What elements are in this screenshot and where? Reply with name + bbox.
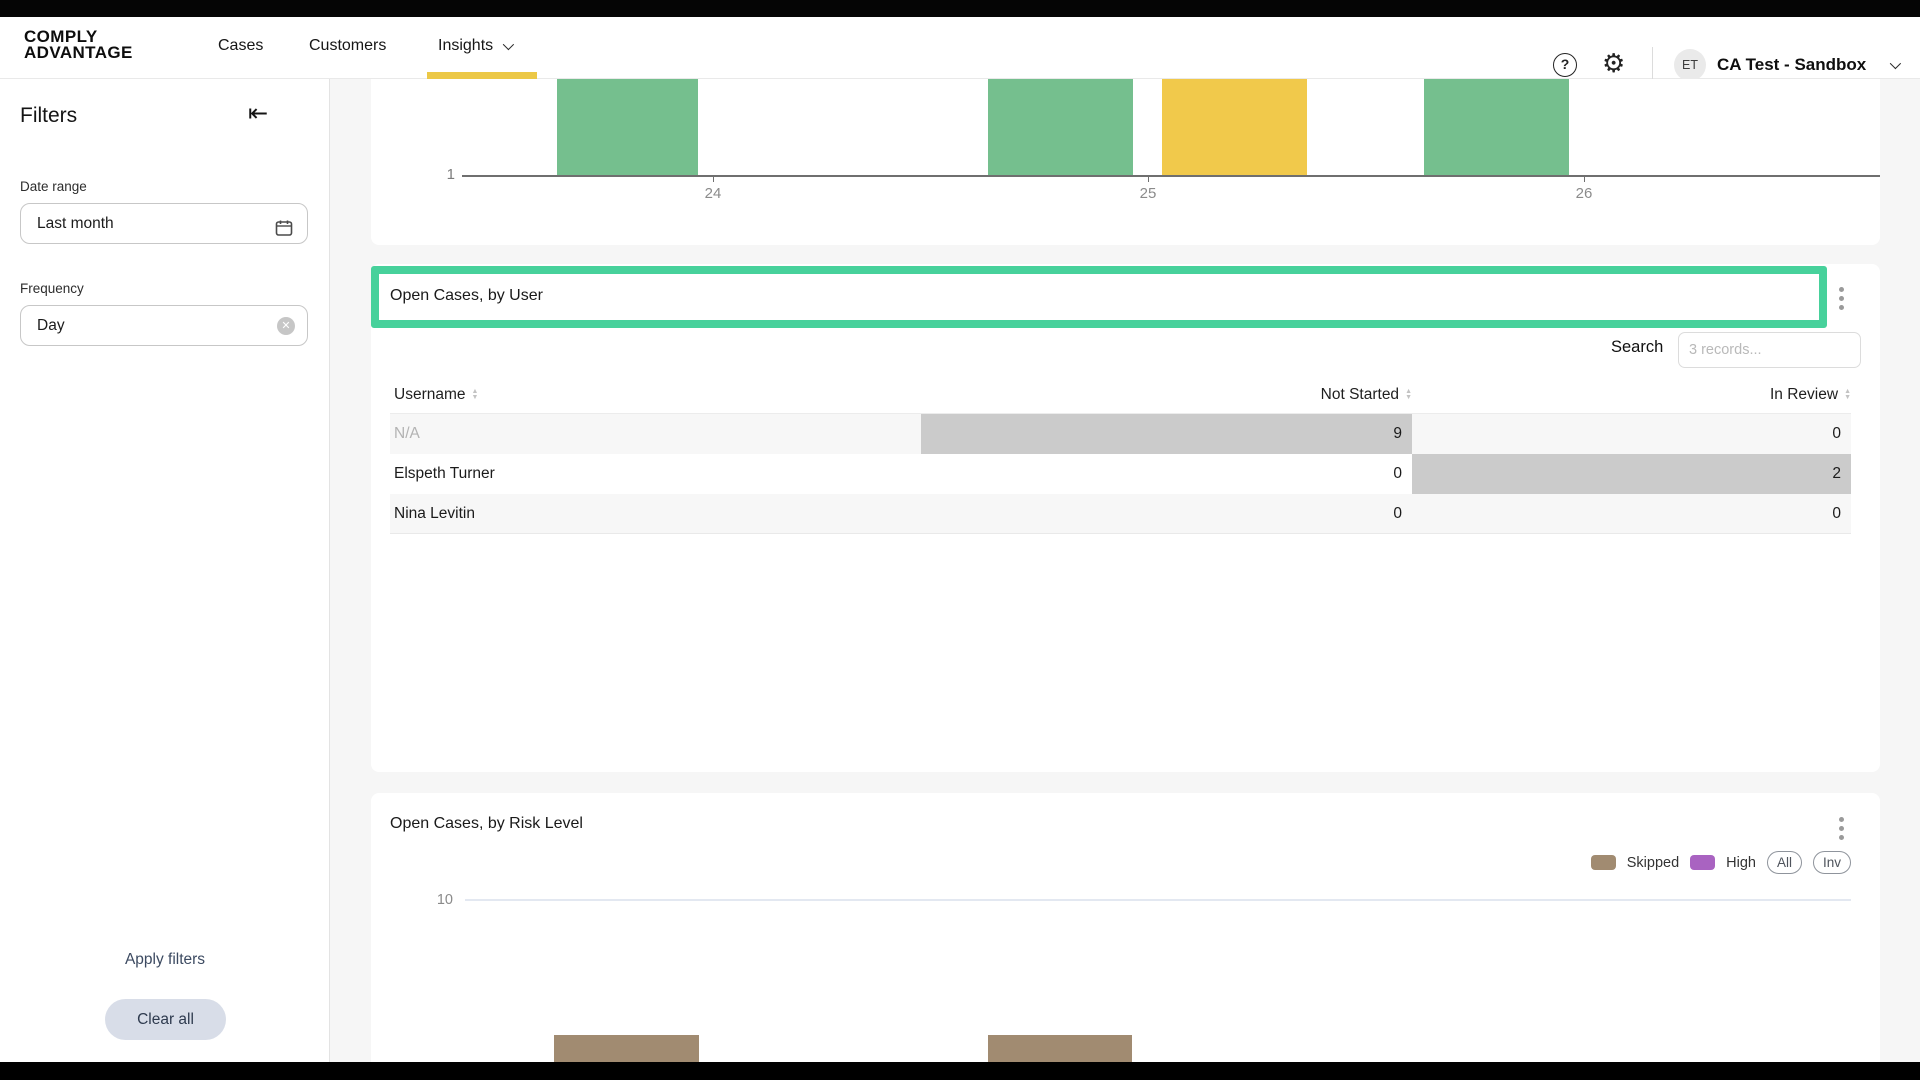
- cell-username: Elspeth Turner: [394, 465, 495, 482]
- cell-username: N/A: [394, 425, 420, 442]
- legend-swatch-high[interactable]: [1690, 855, 1716, 870]
- logo-line-2: ADVANTAGE: [24, 43, 133, 62]
- date-range-select[interactable]: Last month: [20, 203, 308, 244]
- active-tab-underline: [427, 72, 537, 79]
- bottom-black-strip: [0, 1062, 1920, 1080]
- cell-in-review: 2: [1412, 454, 1851, 494]
- legend-inv-button[interactable]: Inv: [1812, 851, 1851, 874]
- comply-advantage-logo[interactable]: COMPLY ADVANTAGE: [24, 27, 133, 62]
- card-title: Open Cases, by User: [390, 287, 543, 304]
- sort-icon[interactable]: ▲ ▼: [471, 387, 479, 401]
- kebab-menu-icon[interactable]: [1831, 817, 1851, 840]
- column-header-username[interactable]: Username ▲ ▼: [390, 386, 921, 404]
- column-header-label: In Review: [1770, 385, 1839, 403]
- column-header-label: Username: [394, 385, 466, 403]
- column-header-not-started[interactable]: Not Started ▲ ▼: [921, 386, 1412, 404]
- nav-item-insights[interactable]: Insights: [438, 37, 515, 55]
- nav-item-insights-label: Insights: [438, 37, 494, 54]
- frequency-value: Day: [37, 317, 65, 334]
- x-axis-tick: [1584, 176, 1585, 182]
- account-menu[interactable]: CA Test - Sandbox: [1717, 55, 1867, 74]
- clear-all-button[interactable]: Clear all: [105, 999, 226, 1040]
- legend-swatch-skipped[interactable]: [1590, 855, 1616, 870]
- date-range-value: Last month: [37, 215, 114, 232]
- collapse-sidebar-icon[interactable]: ⇤: [248, 100, 269, 127]
- chart-bar-green-26: [1424, 79, 1569, 175]
- cell-in-review: 0: [1832, 504, 1841, 522]
- chart-bar-yellow-25: [1162, 79, 1307, 175]
- cell-not-started: 0: [1393, 504, 1402, 522]
- logo-line-1: COMPLY: [24, 27, 98, 46]
- x-axis-tick: [1148, 176, 1149, 182]
- daily-cases-chart-card: 1 24 25 26: [371, 79, 1880, 245]
- nav-item-cases[interactable]: Cases: [218, 37, 264, 54]
- avatar[interactable]: ET: [1674, 49, 1706, 81]
- legend-label-high: High: [1726, 854, 1756, 871]
- calendar-icon: [274, 214, 294, 253]
- nav-divider: [1652, 47, 1653, 83]
- help-icon[interactable]: ?: [1553, 53, 1577, 77]
- frequency-select[interactable]: Day ✕: [20, 305, 308, 346]
- selected-widget-highlight: Open Cases, by User: [371, 266, 1827, 328]
- top-black-strip: [0, 0, 1920, 17]
- apply-filters-button[interactable]: Apply filters: [124, 951, 206, 968]
- chart-bar-green-24: [557, 79, 698, 175]
- column-header-label: Not Started: [1320, 385, 1400, 403]
- search-label: Search: [1611, 338, 1664, 356]
- top-navbar: COMPLY ADVANTAGE Cases Customers Insight…: [0, 17, 1920, 83]
- search-input[interactable]: [1678, 332, 1861, 368]
- chart-legend: Skipped High All Inv: [1590, 851, 1851, 874]
- cell-in-review: 0: [1832, 425, 1841, 442]
- column-header-in-review[interactable]: In Review ▲ ▼: [1412, 386, 1851, 404]
- date-range-label: Date range: [20, 179, 87, 194]
- x-axis-line: [462, 175, 1880, 177]
- table-header-row: Username ▲ ▼ Not Started ▲ ▼ In Review ▲ ▼: [390, 376, 1851, 414]
- y-axis-tick-label: 10: [436, 892, 453, 908]
- open-cases-table: Username ▲ ▼ Not Started ▲ ▼ In Review ▲ ▼ N/A…: [390, 376, 1851, 534]
- table-row[interactable]: Nina Levitin 0 0: [390, 494, 1851, 534]
- chart-bar-green-25: [988, 79, 1133, 175]
- account-chevron-down-icon[interactable]: [1889, 57, 1902, 70]
- y-axis-tick-label: 1: [446, 166, 455, 183]
- x-axis-label-24: 24: [704, 185, 722, 202]
- chevron-down-icon: [502, 38, 515, 51]
- x-axis-label-26: 26: [1575, 185, 1593, 202]
- x-axis-label-25: 25: [1139, 185, 1157, 202]
- sort-icon[interactable]: ▲ ▼: [1405, 387, 1412, 401]
- legend-label-skipped: Skipped: [1626, 854, 1680, 871]
- nav-item-customers[interactable]: Customers: [309, 37, 387, 54]
- cell-username: Nina Levitin: [394, 504, 475, 522]
- frequency-label: Frequency: [20, 281, 84, 296]
- clear-frequency-icon[interactable]: ✕: [277, 317, 295, 335]
- table-row[interactable]: Elspeth Turner 0 2: [390, 454, 1851, 494]
- open-cases-by-risk-card: Open Cases, by Risk Level Skipped High A…: [371, 793, 1880, 1080]
- kebab-menu-icon[interactable]: [1831, 287, 1851, 310]
- sort-icon[interactable]: ▲ ▼: [1844, 387, 1851, 401]
- x-axis-tick: [713, 176, 714, 182]
- cell-not-started: 0: [1393, 465, 1402, 482]
- gridline-10: [465, 899, 1851, 901]
- legend-all-button[interactable]: All: [1766, 851, 1802, 874]
- filters-sidebar: Filters ⇤ Date range Last month Frequenc…: [0, 79, 330, 1062]
- gear-icon[interactable]: ⚙: [1602, 48, 1626, 78]
- open-cases-by-user-card: Open Cases, by User Search Username ▲▼ No…: [371, 264, 1880, 772]
- filters-title: Filters: [20, 104, 78, 127]
- cell-not-started: 9: [921, 414, 1412, 454]
- table-row[interactable]: N/A 9 0: [390, 414, 1851, 454]
- card-title: Open Cases, by Risk Level: [390, 815, 583, 832]
